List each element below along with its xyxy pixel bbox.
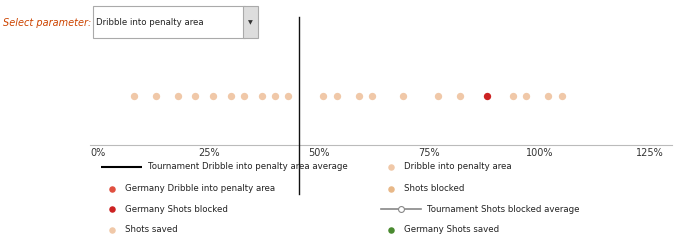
Point — [398, 94, 409, 98]
Point — [106, 208, 117, 211]
Point — [508, 94, 519, 98]
Point — [150, 94, 161, 98]
Text: Shots saved: Shots saved — [125, 225, 177, 234]
Point — [318, 94, 329, 98]
Text: Dribble into penalty area: Dribble into penalty area — [96, 18, 204, 27]
Text: Germany Shots saved: Germany Shots saved — [404, 225, 499, 234]
Point — [238, 94, 249, 98]
Point — [386, 165, 397, 169]
Point — [225, 94, 236, 98]
Text: Dribble into penalty area: Dribble into penalty area — [404, 162, 512, 171]
Point — [353, 94, 364, 98]
Point — [386, 228, 397, 232]
Point — [207, 94, 218, 98]
Point — [556, 94, 567, 98]
Text: Shots blocked: Shots blocked — [404, 184, 464, 194]
Point — [106, 187, 117, 191]
Point — [190, 94, 201, 98]
Point — [106, 228, 117, 232]
Text: Germany Shots blocked: Germany Shots blocked — [125, 205, 227, 214]
Point — [455, 94, 466, 98]
Point — [282, 94, 294, 98]
Point — [128, 94, 139, 98]
Point — [481, 94, 492, 98]
FancyBboxPatch shape — [93, 6, 245, 38]
Text: Tournament Shots blocked average: Tournament Shots blocked average — [427, 205, 579, 214]
Text: Select parameter:: Select parameter: — [3, 18, 92, 28]
Text: ▼: ▼ — [248, 20, 252, 25]
Point — [256, 94, 267, 98]
Point — [395, 208, 407, 211]
Point — [433, 94, 444, 98]
FancyBboxPatch shape — [243, 6, 258, 38]
Text: Tournament Dribble into penalty area average: Tournament Dribble into penalty area ave… — [148, 162, 347, 171]
Point — [543, 94, 554, 98]
Point — [386, 187, 397, 191]
Point — [521, 94, 532, 98]
Point — [331, 94, 342, 98]
Point — [367, 94, 378, 98]
Point — [269, 94, 280, 98]
Text: Germany Dribble into penalty area: Germany Dribble into penalty area — [125, 184, 275, 194]
Point — [172, 94, 183, 98]
